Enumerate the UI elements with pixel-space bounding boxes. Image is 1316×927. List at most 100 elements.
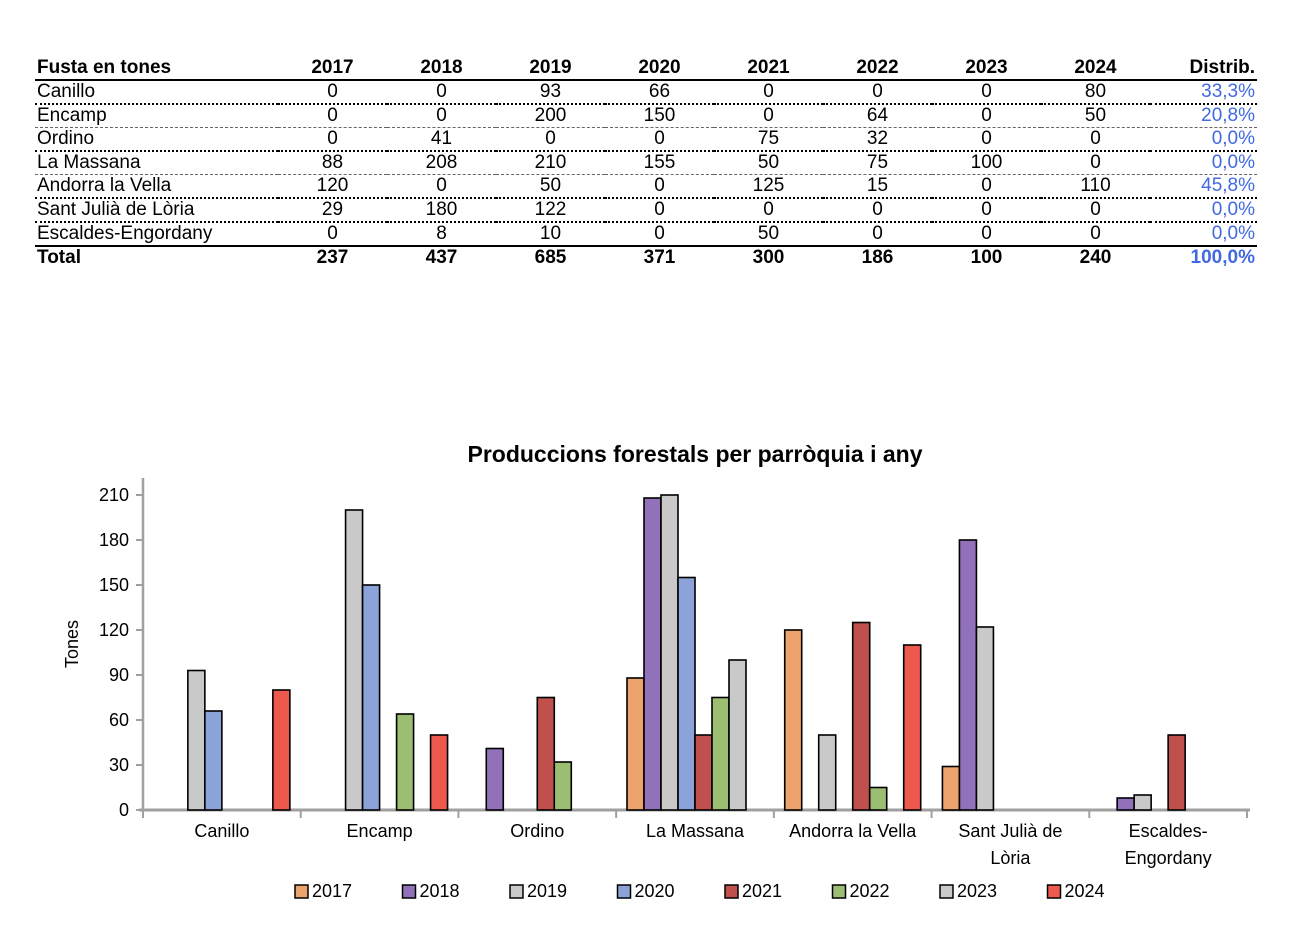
cell-value: 0 xyxy=(981,128,992,149)
bar-La Massana-2019 xyxy=(660,494,679,811)
distrib-value: 33,3% xyxy=(1201,81,1255,102)
column-header: 2020 xyxy=(638,57,681,78)
cell-value: 0 xyxy=(1090,152,1101,173)
cell-value: 0 xyxy=(1090,128,1101,149)
bar-Andorra la Vella-2024 xyxy=(902,644,922,811)
cell-value: 0 xyxy=(763,105,774,126)
column-header: 2021 xyxy=(747,57,790,78)
cell-value: 0 xyxy=(327,128,338,149)
legend-swatch-2019 xyxy=(509,884,524,899)
cell-value: 110 xyxy=(1080,175,1111,196)
x-category-label: Andorra la Vella xyxy=(789,821,917,841)
table-total-row: Total 237 437 685 371 300 186 100 240 100,0% xyxy=(35,246,1257,269)
cell-value: 200 xyxy=(534,105,567,126)
cell-value: 0 xyxy=(872,223,883,244)
column-header: 2022 xyxy=(856,57,899,78)
legend-swatch-2023 xyxy=(939,884,954,899)
cell-value: 0 xyxy=(436,105,447,126)
table-header: Fusta en tones 2017 2018 2019 2020 2021 2022 20… xyxy=(35,55,1257,80)
bar-La Massana-2018 xyxy=(643,497,662,811)
column-header: 2024 xyxy=(1074,57,1117,78)
bar-La Massana-2020 xyxy=(677,576,696,811)
cell-value: 0 xyxy=(1090,223,1101,244)
legend-swatch-2018 xyxy=(401,884,417,899)
y-tick-label: 210 xyxy=(99,485,129,505)
cell-value: 0 xyxy=(872,81,883,102)
cell-value: 0 xyxy=(327,81,338,102)
y-tick-label: 120 xyxy=(99,620,129,640)
bar-Canillo-2020 xyxy=(204,710,223,811)
legend-label: 2021 xyxy=(742,881,782,901)
cell-value: 66 xyxy=(648,81,671,102)
legend-swatch-2024 xyxy=(1046,884,1062,899)
cell-value: 0 xyxy=(654,223,665,244)
bar-Ordino-2022 xyxy=(553,761,573,811)
legend-swatch-2017 xyxy=(294,884,309,899)
distrib-value: 0,0% xyxy=(1211,152,1255,173)
cell-value: 80 xyxy=(1084,81,1107,102)
legend-label: 2024 xyxy=(1065,881,1105,901)
total-value: 237 xyxy=(316,247,349,268)
bar-Canillo-2019 xyxy=(187,669,206,811)
bar-Andorra la Vella-2017 xyxy=(783,629,803,811)
bar-chart-canvas: Produccions forestals per parròquia i an… xyxy=(62,441,1250,901)
column-header: 2019 xyxy=(529,57,572,78)
legend-label: 2020 xyxy=(635,881,675,901)
distrib-value: 0,0% xyxy=(1211,128,1255,149)
cell-value: 0 xyxy=(654,128,665,149)
cell-value: 0 xyxy=(654,175,665,196)
legend-label: 2023 xyxy=(957,881,997,901)
legend-swatch-2021 xyxy=(724,884,739,899)
chart-title: Produccions forestals per parròquia i an… xyxy=(467,441,922,467)
distrib-value: 0,0% xyxy=(1211,199,1255,220)
table-row: Andorra la Vella 120 0 50 0 125 15 0 110 45,8% xyxy=(35,175,1257,198)
column-header: Distrib. xyxy=(1189,57,1255,78)
table-row: Ordino 0 41 0 0 75 32 0 0 0,0% xyxy=(35,128,1257,151)
legend-swatch-2020 xyxy=(616,884,632,899)
cell-value: 180 xyxy=(425,199,458,220)
cell-value: 50 xyxy=(539,175,562,196)
y-tick-label: 150 xyxy=(99,575,129,595)
cell-value: 0 xyxy=(763,81,774,102)
total-value: 685 xyxy=(534,247,567,268)
cell-value: 50 xyxy=(757,223,780,244)
cell-value: 155 xyxy=(643,152,676,173)
column-header: 2018 xyxy=(420,57,463,78)
x-category-label: Escaldes- xyxy=(1129,821,1208,841)
cell-value: 122 xyxy=(534,199,567,220)
cell-value: 0 xyxy=(545,128,556,149)
bar-La Massana-2022 xyxy=(711,696,730,811)
cell-value: 93 xyxy=(539,81,562,102)
legend-label: 2017 xyxy=(312,881,352,901)
row-label: Ordino xyxy=(37,128,95,149)
cell-value: 8 xyxy=(436,223,447,244)
bar-La Massana-2023 xyxy=(728,659,747,811)
cell-value: 100 xyxy=(970,152,1003,173)
cell-value: 50 xyxy=(757,152,780,173)
legend-label: 2019 xyxy=(527,881,567,901)
table-row: Encamp 0 0 200 150 0 64 0 50 20,8% xyxy=(35,104,1257,128)
cell-value: 0 xyxy=(981,199,992,220)
cell-value: 0 xyxy=(1090,199,1101,220)
bar-Encamp-2019 xyxy=(344,509,364,811)
bar-Sant Julià de Lòria-2019 xyxy=(975,626,995,811)
x-category-label: La Massana xyxy=(646,821,745,841)
cell-value: 88 xyxy=(321,152,344,173)
bar-Escaldes-Engordany-2021 xyxy=(1167,734,1186,811)
x-category-label: Sant Julià de xyxy=(958,821,1062,841)
table-header-row: Fusta en tones 2017 2018 2019 2020 2021 2022 20… xyxy=(35,55,1257,80)
total-value: 240 xyxy=(1079,247,1112,268)
bar-Ordino-2021 xyxy=(536,696,556,811)
y-tick-label: 30 xyxy=(109,755,129,775)
bar-Sant Julià de Lòria-2017 xyxy=(941,765,961,811)
bar-chart: Produccions forestals per parròquia i an… xyxy=(0,420,1316,927)
cell-value: 125 xyxy=(752,175,785,196)
x-category-label: Ordino xyxy=(510,821,564,841)
y-tick-label: 60 xyxy=(109,710,129,730)
legend-label: 2018 xyxy=(420,881,460,901)
row-label: La Massana xyxy=(37,152,141,173)
cell-value: 41 xyxy=(430,128,453,149)
cell-value: 75 xyxy=(866,152,889,173)
table-title-header: Fusta en tones xyxy=(37,57,172,78)
table-row: Escaldes-Engordany 0 8 10 0 50 0 0 0 0,0% xyxy=(35,222,1257,246)
